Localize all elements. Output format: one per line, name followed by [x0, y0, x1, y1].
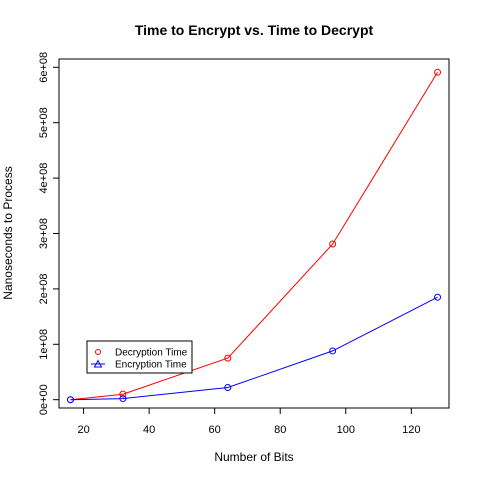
data-point — [329, 347, 337, 355]
data-point — [224, 354, 232, 362]
data-point — [434, 293, 442, 301]
series-line-1 — [70, 296, 438, 401]
x-tick-label: 60 — [209, 424, 221, 436]
series-line-0 — [70, 72, 438, 401]
x-tick-label: 40 — [143, 424, 155, 436]
chart-title: Time to Encrypt vs. Time to Decrypt — [135, 22, 374, 38]
data-point — [119, 395, 127, 403]
y-tick-label: 0e+00 — [38, 384, 50, 415]
x-tick-label: 100 — [337, 424, 355, 436]
y-axis-label: Nanoseconds to Process — [1, 166, 15, 299]
legend-marker-circle — [95, 349, 101, 355]
legend-label: Decryption Time — [115, 348, 188, 359]
x-axis: 20 40 60 80 100 120 — [77, 408, 420, 436]
legend-label: Encryption Time — [115, 360, 187, 371]
legend-box — [86, 340, 193, 374]
x-tick-label: 80 — [274, 424, 286, 436]
data-point — [329, 240, 337, 248]
data-point — [66, 396, 74, 404]
y-tick-label: 5e+08 — [38, 107, 50, 138]
legend-marker-triangle — [93, 359, 103, 368]
y-tick-label: 1e+08 — [38, 329, 50, 360]
series-layer — [66, 68, 442, 404]
data-point — [119, 390, 127, 398]
y-tick-label: 6e+08 — [38, 52, 50, 83]
data-point — [434, 68, 442, 76]
y-tick-label: 2e+08 — [38, 273, 50, 304]
y-tick-label: 3e+08 — [38, 218, 50, 249]
y-tick-label: 4e+08 — [38, 163, 50, 194]
x-axis-label: Number of Bits — [214, 450, 293, 464]
x-tick-label: 20 — [77, 424, 89, 436]
data-point — [224, 384, 232, 392]
y-axis: 0e+00 1e+08 2e+08 3e+08 4e+08 5e+08 6e+08 — [38, 52, 59, 415]
x-tick-label: 120 — [402, 424, 420, 436]
